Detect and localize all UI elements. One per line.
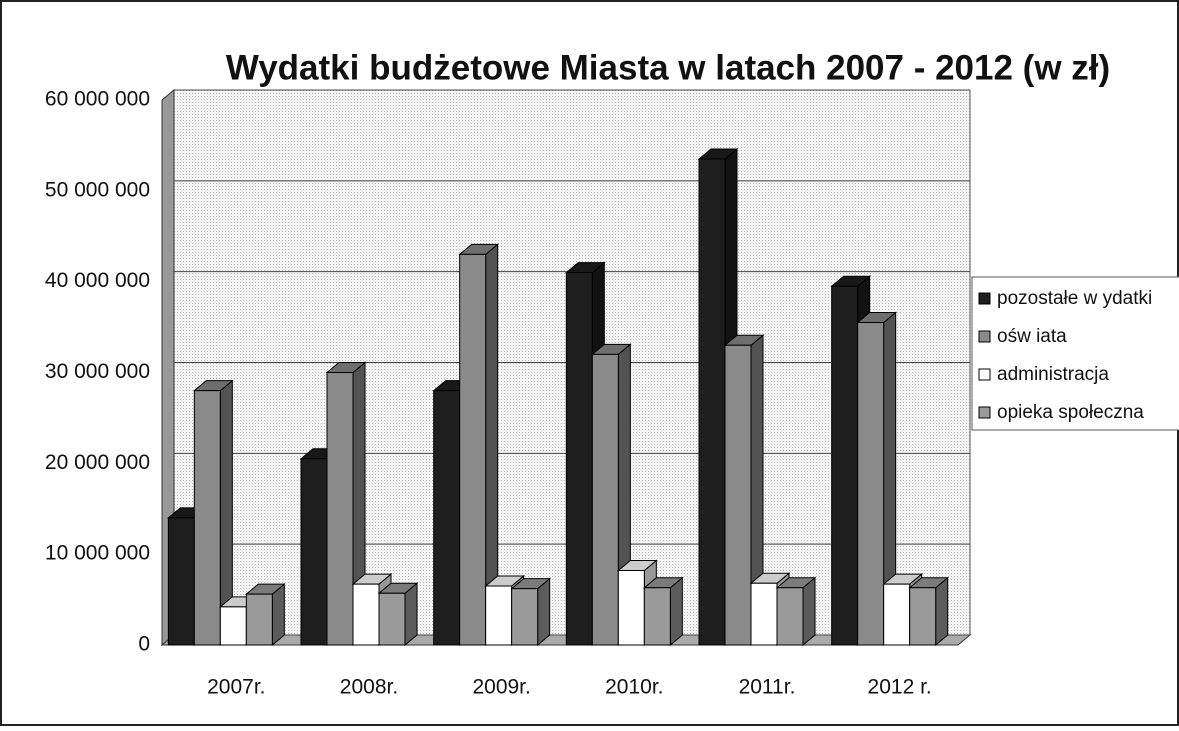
bar	[723, 334, 765, 647]
bar	[775, 576, 817, 647]
bar-face	[459, 253, 487, 646]
bar-face	[802, 576, 816, 647]
legend-swatch	[978, 330, 991, 343]
chart-title: Wydatki budżetowe Miasta w latach 2007 -…	[226, 48, 1110, 87]
bar	[377, 582, 419, 647]
bar-face	[485, 585, 513, 646]
bar-face	[591, 353, 619, 646]
bar-face	[857, 322, 885, 646]
x-tick-label: 2008r.	[340, 676, 398, 699]
legend-label: administracja	[997, 364, 1109, 385]
bar-face	[511, 588, 539, 646]
y-tick-label: 50 000 000	[45, 178, 150, 201]
bar-face	[404, 582, 418, 647]
bar-face	[537, 577, 551, 647]
bar-face	[909, 587, 937, 646]
legend-label: opieka społeczna	[997, 402, 1144, 423]
x-tick-label: 2011r.	[739, 676, 796, 699]
bar	[244, 583, 286, 647]
bar-face	[326, 372, 354, 646]
y-tick-label: 60 000 000	[45, 88, 150, 111]
legend-swatch	[978, 292, 991, 305]
y-tick-label: 0	[138, 633, 150, 656]
bar-face	[776, 587, 804, 646]
bar-face	[565, 272, 593, 646]
legend-box	[971, 276, 1179, 431]
bar	[458, 243, 500, 647]
bar-face	[167, 517, 195, 646]
bar-face	[245, 593, 273, 646]
bar	[510, 577, 552, 647]
bar	[590, 343, 632, 647]
bar-face	[935, 576, 949, 647]
bar-face	[750, 582, 778, 646]
legend-swatch	[978, 406, 991, 419]
bar-face	[433, 390, 461, 646]
bar-face	[883, 583, 911, 646]
x-tick-label: 2007r.	[207, 676, 265, 699]
bar	[908, 576, 950, 647]
bar-face	[643, 587, 671, 646]
bar-face	[352, 583, 380, 646]
bar	[192, 379, 234, 647]
bar-face	[193, 390, 221, 646]
bar-face	[219, 606, 247, 646]
y-tick-label: 20 000 000	[45, 451, 150, 474]
bar-face	[724, 344, 752, 646]
legend-label: pozostałe w ydatki	[997, 288, 1152, 309]
x-tick-label: 2012 r.	[868, 676, 932, 699]
bar-face	[300, 458, 328, 646]
x-tick-label: 2010r.	[605, 676, 663, 699]
legend-label: ośw iata	[997, 326, 1067, 347]
y-tick-label: 30 000 000	[45, 360, 150, 383]
legend-swatch	[978, 368, 991, 381]
x-tick-label: 2009r.	[472, 676, 530, 699]
bar-face	[617, 570, 645, 646]
y-tick-label: 10 000 000	[45, 542, 150, 565]
y-tick-label: 40 000 000	[45, 269, 150, 292]
bar-face	[378, 592, 406, 646]
bar-face	[669, 576, 683, 647]
bar-face	[831, 285, 859, 646]
bar-face	[698, 158, 726, 646]
bar	[642, 576, 684, 647]
